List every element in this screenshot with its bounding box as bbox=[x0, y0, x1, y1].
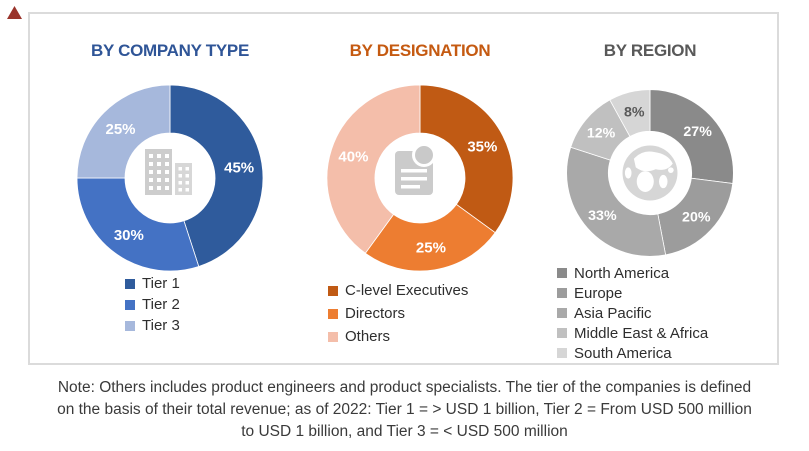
donut-slice bbox=[649, 89, 734, 184]
donut-slice bbox=[566, 146, 667, 257]
footnote-line: on the basis of their total revenue; as … bbox=[57, 401, 752, 418]
company-type-chart-section: BY COMPANY TYPE 45% 30% 25% bbox=[30, 14, 310, 363]
chart-title-company-type: BY COMPANY TYPE bbox=[91, 41, 249, 60]
legend-label: Europe bbox=[574, 284, 623, 302]
donut-slice bbox=[76, 177, 200, 272]
legend-swatch bbox=[125, 320, 135, 331]
designation-donut-chart: 35% 25% 40% bbox=[326, 84, 514, 272]
legend-item: Directors bbox=[328, 302, 468, 325]
legend-item: North America bbox=[557, 263, 708, 283]
footnote-line: Note: Others includes product engineers … bbox=[57, 379, 752, 396]
slice-percentage-label: 27% bbox=[683, 124, 712, 140]
designation-chart-section: BY DESIGNATION 35% 25% 40% C-level Executi… bbox=[310, 14, 530, 363]
legend-item: Tier 3 bbox=[125, 315, 180, 336]
legend-swatch bbox=[125, 299, 135, 310]
chart-title-designation: BY DESIGNATION bbox=[349, 41, 491, 60]
legend-swatch bbox=[557, 288, 567, 298]
donut-slice bbox=[169, 84, 264, 267]
donut-slice bbox=[76, 84, 171, 179]
donut-slice bbox=[364, 203, 496, 272]
region-chart-section: BY REGION 27% 20% 33% 12% 8% North America bbox=[530, 14, 770, 363]
legend-item: Middle East & Africa bbox=[557, 323, 708, 343]
legend-swatch bbox=[557, 348, 567, 358]
corner-marker-triangle-icon bbox=[7, 6, 22, 19]
slice-percentage-label: 25% bbox=[416, 239, 446, 256]
designation-legend: C-level Executives Directors Others bbox=[328, 279, 468, 348]
legend-swatch bbox=[328, 308, 338, 319]
legend-item: Tier 1 bbox=[125, 273, 180, 294]
legend-label: Asia Pacific bbox=[574, 304, 652, 322]
legend-item: Europe bbox=[557, 283, 708, 303]
legend-item: C-level Executives bbox=[328, 279, 468, 302]
slice-percentage-label: 40% bbox=[338, 149, 368, 166]
legend-label: Directors bbox=[345, 305, 406, 322]
charts-panel: BY COMPANY TYPE 45% 30% 25% bbox=[28, 12, 779, 365]
footnote-line: to USD 1 billion, and Tier 3 = < USD 500… bbox=[241, 423, 568, 440]
slice-percentage-label: 33% bbox=[588, 208, 617, 224]
legend-item: Others bbox=[328, 325, 468, 348]
legend-swatch bbox=[328, 331, 338, 342]
legend-label: Tier 3 bbox=[142, 317, 180, 334]
slice-percentage-label: 8% bbox=[624, 104, 645, 120]
region-legend: North America Europe Asia Pacific Middle… bbox=[557, 263, 708, 363]
donut-slice bbox=[419, 84, 514, 234]
legend-swatch bbox=[557, 268, 567, 278]
document-icon bbox=[395, 143, 436, 195]
buildings-icon bbox=[145, 149, 192, 195]
legend-swatch bbox=[557, 308, 567, 318]
slice-percentage-label: 20% bbox=[682, 209, 711, 225]
legend-label: Tier 2 bbox=[142, 296, 180, 313]
legend-item: South America bbox=[557, 343, 708, 363]
legend-label: North America bbox=[574, 264, 670, 282]
legend-swatch bbox=[125, 278, 135, 289]
donut-slice bbox=[326, 84, 421, 254]
globe-icon bbox=[622, 145, 678, 201]
slice-percentage-label: 25% bbox=[105, 121, 135, 138]
footnote: Note: Others includes product engineers … bbox=[10, 377, 799, 443]
slice-percentage-label: 35% bbox=[467, 138, 497, 155]
legend-label: South America bbox=[574, 344, 672, 362]
slice-percentage-label: 45% bbox=[224, 159, 254, 176]
legend-label: C-level Executives bbox=[345, 282, 469, 299]
region-donut-chart: 27% 20% 33% 12% 8% bbox=[566, 89, 734, 257]
company-type-donut-chart: 45% 30% 25% bbox=[76, 84, 264, 272]
legend-swatch bbox=[557, 328, 567, 338]
legend-label: Middle East & Africa bbox=[574, 324, 709, 342]
slice-percentage-label: 12% bbox=[587, 126, 616, 142]
legend-swatch bbox=[328, 285, 338, 296]
legend-label: Tier 1 bbox=[142, 275, 180, 292]
legend-item: Asia Pacific bbox=[557, 303, 708, 323]
donut-slice bbox=[609, 89, 651, 137]
legend-label: Others bbox=[345, 328, 391, 345]
company-type-legend: Tier 1 Tier 2 Tier 3 bbox=[125, 273, 180, 336]
legend-item: Tier 2 bbox=[125, 294, 180, 315]
chart-title-region: BY REGION bbox=[603, 41, 697, 60]
slice-percentage-label: 30% bbox=[114, 227, 144, 244]
